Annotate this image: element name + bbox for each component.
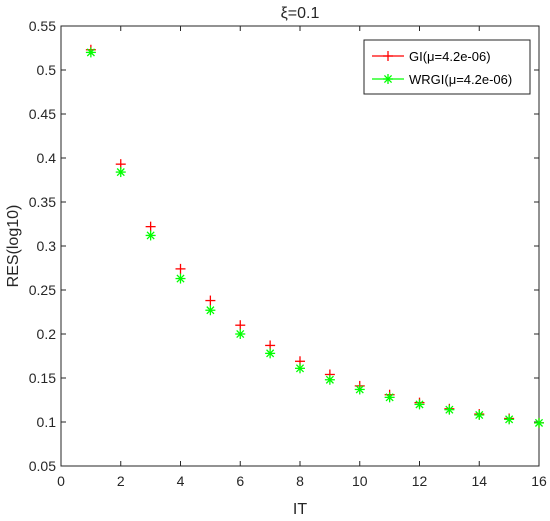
data-point [175, 273, 186, 284]
data-point [384, 392, 395, 403]
data-point [265, 348, 276, 359]
data-point [85, 47, 96, 58]
x-tick-label: 4 [177, 473, 185, 489]
y-tick-label: 0.35 [29, 194, 56, 210]
data-point [235, 320, 246, 331]
data-point [145, 221, 156, 232]
x-tick-label: 8 [296, 473, 304, 489]
y-tick-label: 0.4 [37, 150, 57, 166]
y-tick-label: 0.45 [29, 106, 56, 122]
chart-title: ξ=0.1 [281, 5, 320, 22]
y-tick-label: 0.25 [29, 282, 56, 298]
x-tick-label: 14 [471, 473, 487, 489]
data-point [115, 167, 126, 178]
series-2 [85, 47, 544, 428]
legend: GI(μ=4.2e-06) WRGI(μ=4.2e-06) [363, 39, 531, 95]
y-tick-label: 0.15 [29, 370, 56, 386]
legend-marker [383, 74, 393, 84]
y-tick-label: 0.5 [37, 62, 57, 78]
y-tick-label: 0.05 [29, 458, 56, 474]
x-tick-label: 2 [117, 473, 125, 489]
data-point [324, 374, 335, 385]
data-point [534, 417, 544, 428]
y-tick-label: 0.3 [37, 238, 57, 254]
x-axis-label: IT [293, 501, 307, 518]
data-point [145, 230, 156, 241]
y-tick-label: 0.2 [37, 326, 57, 342]
data-point [474, 409, 485, 420]
y-tick-label: 0.1 [37, 414, 57, 430]
data-points [85, 44, 544, 428]
legend-label: GI(μ=4.2e-06) [409, 49, 491, 64]
legend-marker [383, 51, 393, 61]
x-tick-label: 10 [352, 473, 368, 489]
plot-frame [60, 25, 540, 467]
data-point [235, 329, 246, 339]
legend-box [363, 39, 531, 95]
data-point [175, 263, 186, 274]
x-tick-label: 6 [236, 473, 244, 489]
x-tick-label: 12 [412, 473, 428, 489]
x-tick-label: 16 [531, 473, 547, 489]
y-tick-label: 0.55 [29, 18, 56, 34]
y-axis-label: RES(log10) [5, 205, 22, 288]
x-tick-label: 0 [57, 473, 65, 489]
data-point [504, 414, 515, 425]
data-point [295, 363, 305, 374]
data-point [354, 384, 365, 395]
data-point [444, 404, 455, 415]
data-point [205, 295, 216, 306]
data-point [205, 305, 216, 316]
axis-ticks: 0 2 4 6 8 10 12 14 16 0.05 0.1 0.15 0.2 0.25 0.3 0.35 0.… [29, 18, 547, 489]
legend-label: WRGI(μ=4.2e-06) [409, 72, 512, 87]
data-point [414, 399, 425, 410]
